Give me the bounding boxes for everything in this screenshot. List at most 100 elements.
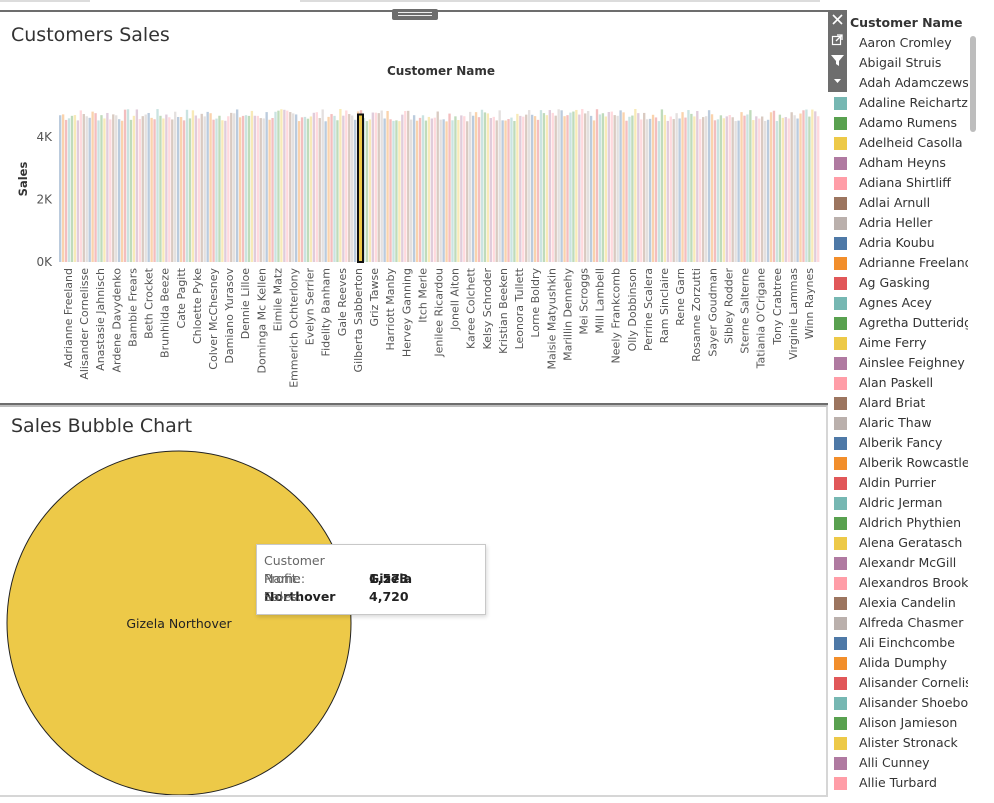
bar — [793, 115, 796, 262]
bar — [227, 116, 230, 262]
legend-item[interactable]: Alaric Thaw — [834, 414, 968, 434]
bar — [120, 120, 124, 263]
legend-scrollbar[interactable] — [970, 34, 977, 796]
legend-item-label: Aime Ferry — [859, 335, 927, 350]
x-tick-label: Leonora Tullett — [513, 267, 526, 349]
bar — [784, 117, 787, 263]
bar — [539, 110, 543, 263]
panel-title: Customers Sales — [11, 24, 170, 46]
bar — [250, 110, 254, 262]
legend-item[interactable]: Agretha Dutteridge — [834, 314, 968, 334]
bar — [448, 113, 451, 263]
bar — [194, 115, 198, 263]
tooltip-value: 1,573 — [369, 571, 409, 586]
bar — [421, 115, 425, 262]
legend-item[interactable]: Aldric Jerman — [834, 494, 968, 514]
legend-item[interactable]: Alfreda Chasmer — [834, 614, 968, 634]
legend-item-label: Alexia Candelin — [859, 595, 956, 610]
bar — [374, 112, 377, 262]
legend-swatch — [834, 277, 847, 290]
tooltip-row-customer: Customer Name: Gizela Northover — [264, 552, 485, 604]
legend-item[interactable]: Aldrich Phythien — [834, 514, 968, 534]
bar — [339, 108, 342, 262]
bar — [690, 113, 693, 262]
legend-swatch — [834, 617, 847, 630]
legend-item[interactable]: Alisander Shoebot.. — [834, 694, 968, 714]
legend-item[interactable]: Ainslee Feighney — [834, 354, 968, 374]
legend-item[interactable]: Adamo Rumens — [834, 114, 968, 134]
x-tick-label: Maisie Matyushkin — [545, 268, 558, 369]
legend-item[interactable]: Alexandros Brook.. — [834, 574, 968, 594]
bar — [684, 117, 687, 262]
legend-item[interactable]: Adaline Reichartz — [834, 94, 968, 114]
legend-item[interactable]: Aaron Cromley — [834, 34, 968, 54]
bar — [802, 110, 805, 262]
tooltip-key: Sales: — [264, 589, 302, 604]
customers-sales-bar-chart[interactable]: Customer Name Sales 4K 2K 0K Adrianne Freelan… — [0, 12, 826, 403]
panel-drag-grip[interactable] — [392, 9, 438, 20]
legend-item[interactable]: Alan Paskell — [834, 374, 968, 394]
legend-item-label: Alfreda Chasmer — [859, 615, 964, 630]
bar — [657, 121, 661, 262]
legend-item[interactable]: Ali Einchcombe — [834, 634, 968, 654]
legend-item[interactable]: Agnes Acey — [834, 294, 968, 314]
filter-icon[interactable] — [828, 50, 847, 70]
legend-swatch — [834, 737, 847, 750]
bar — [722, 118, 726, 262]
x-tick-label: Sterne Salterne — [739, 268, 752, 354]
legend-item-label: Alberik Fancy — [859, 435, 943, 450]
customer-name-legend[interactable]: Customer Name Aaron Cromley Abigail Strui… — [828, 0, 994, 803]
bar — [471, 115, 475, 262]
bar — [808, 116, 811, 262]
bar — [772, 110, 776, 262]
legend-item[interactable]: Alberik Rowcastle — [834, 454, 968, 474]
legend-list[interactable]: Aaron Cromley Abigail Struis Adah Adamczew… — [828, 30, 968, 796]
legend-item[interactable]: Allie Turbard — [834, 774, 968, 794]
legend-item[interactable]: Adelheid Casolla — [834, 134, 968, 154]
legend-item[interactable]: Adrianne Freeland — [834, 254, 968, 274]
legend-item-label: Alberik Rowcastle — [859, 455, 968, 470]
customers-sales-panel[interactable]: Customers Sales Customer Name Sales 4K 2K 0K… — [0, 9, 828, 405]
legend-item[interactable]: Adria Koubu — [834, 234, 968, 254]
sales-bubble-chart[interactable]: Gizela Northover — [0, 407, 826, 795]
legend-item[interactable]: Adah Adamczewski — [834, 74, 968, 94]
legend-item[interactable]: Alison Jamieson — [834, 714, 968, 734]
x-tick-label: Kelsy Schroder — [481, 268, 494, 350]
close-icon[interactable] — [828, 10, 847, 30]
legend-item[interactable]: Ag Gasking — [834, 274, 968, 294]
dropdown-icon[interactable] — [828, 70, 847, 90]
legend-item[interactable]: Adria Heller — [834, 214, 968, 234]
legend-item[interactable]: Alberik Fancy — [834, 434, 968, 454]
bar — [566, 115, 569, 263]
bar — [294, 114, 298, 262]
bar — [734, 121, 737, 262]
bar — [380, 110, 383, 262]
legend-item[interactable]: Alard Briat — [834, 394, 968, 414]
legend-item[interactable]: Abigail Struis — [834, 54, 968, 74]
bar — [672, 119, 675, 262]
x-tick-label: Eimile Matz — [271, 268, 284, 332]
bar — [516, 113, 519, 263]
legend-item[interactable]: Alister Stronack — [834, 734, 968, 754]
bar — [592, 120, 596, 262]
bar — [268, 119, 271, 262]
bar — [115, 115, 118, 262]
legend-item[interactable]: Alli Cunney — [834, 754, 968, 774]
popout-icon[interactable] — [828, 30, 847, 50]
legend-swatch — [834, 257, 847, 270]
legend-swatch — [834, 137, 847, 150]
legend-item[interactable]: Aldin Purrier — [834, 474, 968, 494]
bar — [135, 109, 139, 262]
legend-item[interactable]: Adiana Shirtliff — [834, 174, 968, 194]
legend-scrollbar-thumb[interactable] — [970, 36, 976, 132]
legend-item[interactable]: Alexia Candelin — [834, 594, 968, 614]
legend-item[interactable]: Alisander Cornelis.. — [834, 674, 968, 694]
legend-item[interactable]: Alena Geratasch — [834, 534, 968, 554]
legend-item[interactable]: Aime Ferry — [834, 334, 968, 354]
legend-item[interactable]: Alida Dumphy — [834, 654, 968, 674]
legend-item[interactable]: Adham Heyns — [834, 154, 968, 174]
bar — [59, 115, 62, 262]
legend-item[interactable]: Alexandr McGill — [834, 554, 968, 574]
x-tick-label: Neely Frankcomb — [610, 268, 623, 363]
legend-item[interactable]: Adlai Arnull — [834, 194, 968, 214]
